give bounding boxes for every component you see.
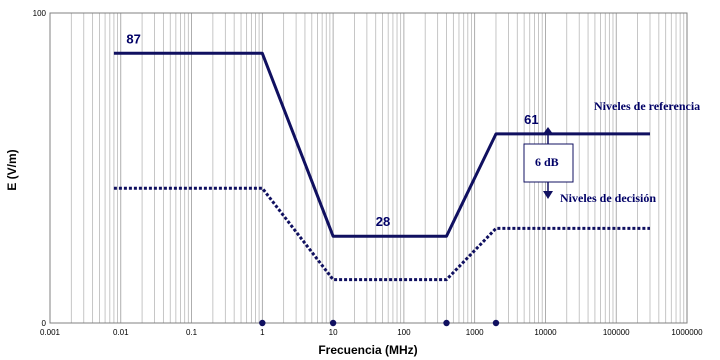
x-tick-label: 100000 [603,328,630,337]
y-tick-labels: 0 100 [33,9,47,328]
x-tick-label: 0.1 [186,328,198,337]
y-tick-label: 0 [42,319,47,328]
y-tick-label: 100 [33,9,47,18]
series-line-decision [113,186,650,282]
annotation-reference: Niveles de referencia [594,99,700,113]
gap-box [523,143,574,183]
y-axis-title: E (V/m) [5,149,19,190]
x-tick-labels: 0.001 0.01 0.1 1 10 100 1000 10000 100000 1000000 [40,328,703,337]
x-tick-label: 10000 [534,328,557,337]
x-tick-label: 1 [260,328,265,337]
x-axis-marker [259,319,266,327]
x-tick-label: 100 [397,328,411,337]
value-label: 28 [376,214,390,229]
value-labels: 87 28 61 [126,31,538,229]
gap-indicator: 6 dB [523,127,574,199]
x-axis-marker [329,319,337,327]
gap-arrow-up-head [543,127,553,134]
x-tick-label: 1000000 [671,328,703,337]
gap-arrow-down-head [543,191,553,199]
x-tick-label: 10 [329,328,338,337]
annotation-decision: Niveles de decisión [560,191,656,205]
value-label: 87 [126,31,140,46]
grid [49,13,685,323]
series-group [113,51,650,282]
x-markers [259,319,500,327]
gap-label: 6 dB [535,155,559,169]
x-axis-title: Frecuencia (MHz) [318,343,417,357]
x-tick-label: 0.001 [40,328,61,337]
x-tick-label: 0.01 [113,328,129,337]
value-label: 61 [524,112,538,127]
x-tick-label: 1000 [466,328,484,337]
series-line-referencia [113,51,650,238]
x-axis-marker [443,319,450,327]
plot-frame [49,12,688,324]
x-axis-marker [492,319,500,327]
